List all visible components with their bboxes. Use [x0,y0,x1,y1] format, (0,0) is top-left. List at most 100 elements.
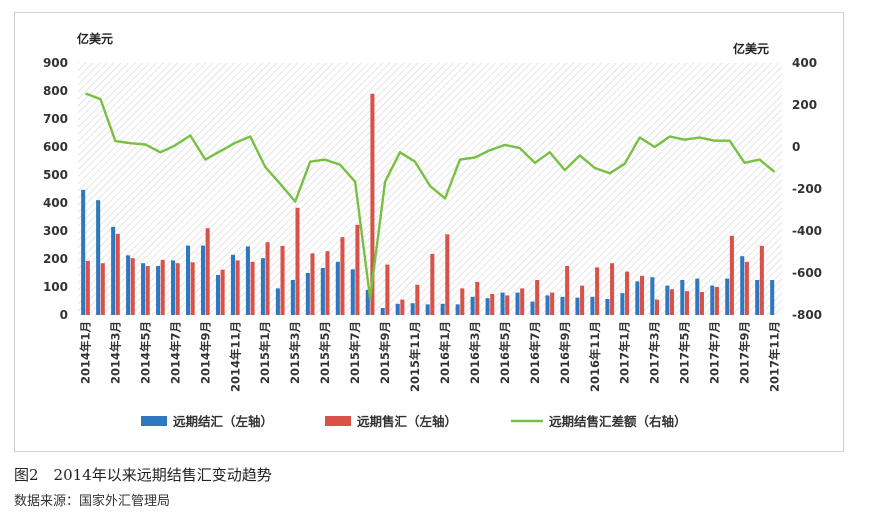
x-axis-tick-label: 2016年3月 [468,321,482,384]
bar-forward-settlement [141,263,146,315]
figure-caption: 图2 2014年以来远期结售汇变动趋势 [14,466,272,484]
bar-forward-settlement [365,289,370,315]
bar-forward-sale [310,253,315,315]
right-axis: -800 -600 -400 -200 0 200 400 [792,56,822,322]
right-axis-tick-label: 200 [792,98,817,112]
left-axis-tick-label: 0 [60,308,68,322]
bar-forward-settlement [470,296,475,315]
bar-forward-sale [669,289,675,315]
x-axis-tick-label: 2016年7月 [528,321,542,384]
left-axis-tick-label: 200 [43,252,68,266]
x-axis-tick-label: 2014年5月 [138,321,152,384]
x-axis-tick-label: 2015年7月 [348,321,362,384]
left-axis-tick-label: 900 [43,56,68,70]
bar-forward-sale [684,291,689,315]
bar-forward-sale [415,284,420,315]
bar-forward-sale [265,242,270,315]
x-axis-tick-label: 2014年9月 [198,321,212,384]
x-axis-tick-label: 2014年11月 [228,321,242,392]
bar-forward-sale [160,259,165,315]
bar-forward-settlement [515,292,520,315]
x-axis-tick-label: 2017年3月 [648,321,662,384]
bar-forward-sale [220,269,225,315]
bar-forward-sale [475,281,480,315]
bar-forward-sale [654,299,660,315]
bar-forward-settlement [440,303,445,315]
data-source-note: 数据来源：国家外汇管理局 [14,494,171,509]
bar-forward-settlement [620,293,625,315]
bar-forward-sale [565,266,570,315]
bar-forward-settlement [156,266,161,315]
bar-forward-settlement [215,274,220,315]
bar-forward-sale [340,237,345,315]
bar-forward-sale [190,262,195,315]
plot-area [78,63,782,315]
bar-forward-sale [445,234,450,315]
legend-label: 远期售汇（左轴） [357,414,457,429]
legend-swatch [141,416,167,426]
x-axis-tick-label: 2016年5月 [498,321,512,384]
x-axis-tick-label: 2017年5月 [678,321,692,384]
bar-forward-settlement [111,226,116,315]
bar-forward-sale [714,287,719,315]
bar-forward-sale [370,93,375,315]
bar-forward-settlement [380,308,385,315]
left-axis-tick-label: 500 [43,168,68,182]
bar-forward-sale [295,207,300,315]
legend-label: 远期结售汇差额（右轴） [549,414,687,429]
bar-forward-settlement [710,285,715,315]
bar-forward-settlement [230,254,235,315]
bar-forward-sale [250,261,255,315]
bar-forward-settlement [305,273,310,315]
legend: 远期结汇（左轴） 远期售汇（左轴） 远期结售汇差额（右轴） [141,414,687,429]
bar-forward-sale [729,235,734,315]
bar-forward-settlement [770,280,775,315]
bar-forward-sale [699,292,704,315]
bar-forward-sale [595,267,600,315]
bar-forward-settlement [680,280,685,315]
bar-forward-sale [430,253,435,315]
bar-forward-sale [145,266,150,315]
bar-forward-sale [400,299,405,315]
line-net-balance [85,92,776,300]
x-axis-tick-label: 2016年9月 [558,321,572,384]
bar-series [81,93,775,315]
bar-forward-sale [280,245,285,315]
bar-forward-settlement [171,260,176,315]
x-axis-tick-label: 2015年9月 [378,321,392,384]
x-axis-tick-label: 2017年7月 [708,321,722,384]
left-axis: 0 100 200 300 400 500 600 700 800 900 [43,56,68,322]
right-axis-tick-label: -600 [792,266,822,280]
bar-forward-sale [759,245,764,315]
x-axis-tick-label: 2015年5月 [318,321,332,384]
bar-forward-settlement [200,245,206,315]
x-axis-tick-label: 2017年9月 [738,321,752,384]
bar-forward-settlement [290,280,295,315]
chart-frame: 亿美元 亿美元 0 100 200 300 400 500 600 700 800 900 -80… [14,12,844,452]
bar-forward-sale [550,292,555,315]
bar-forward-sale [640,275,645,315]
bar-forward-sale [385,264,390,315]
x-axis-tick-label: 2015年11月 [408,321,422,392]
bar-forward-sale [490,294,495,315]
bar-forward-sale [610,263,615,315]
bar-forward-settlement [320,267,325,315]
bar-forward-settlement [245,246,250,315]
bar-forward-sale [580,285,585,315]
x-axis-tick-label: 2015年3月 [288,321,302,384]
bar-forward-sale [205,228,210,315]
x-axis-tick-label: 2016年11月 [588,321,602,392]
left-axis-tick-label: 700 [43,112,68,126]
bar-forward-settlement [425,304,430,315]
x-axis-tick-label: 2015年1月 [258,321,272,384]
bar-forward-settlement [260,258,265,315]
bar-forward-settlement [530,301,535,315]
left-axis-tick-label: 400 [43,196,68,210]
bar-forward-sale [520,288,525,315]
bar-forward-settlement [650,277,655,315]
right-axis-tick-label: 0 [792,140,800,154]
left-axis-tick-label: 100 [43,280,68,294]
bar-forward-settlement [590,296,595,315]
x-axis-tick-label: 2016年1月 [438,321,452,384]
bar-forward-settlement [560,296,565,315]
